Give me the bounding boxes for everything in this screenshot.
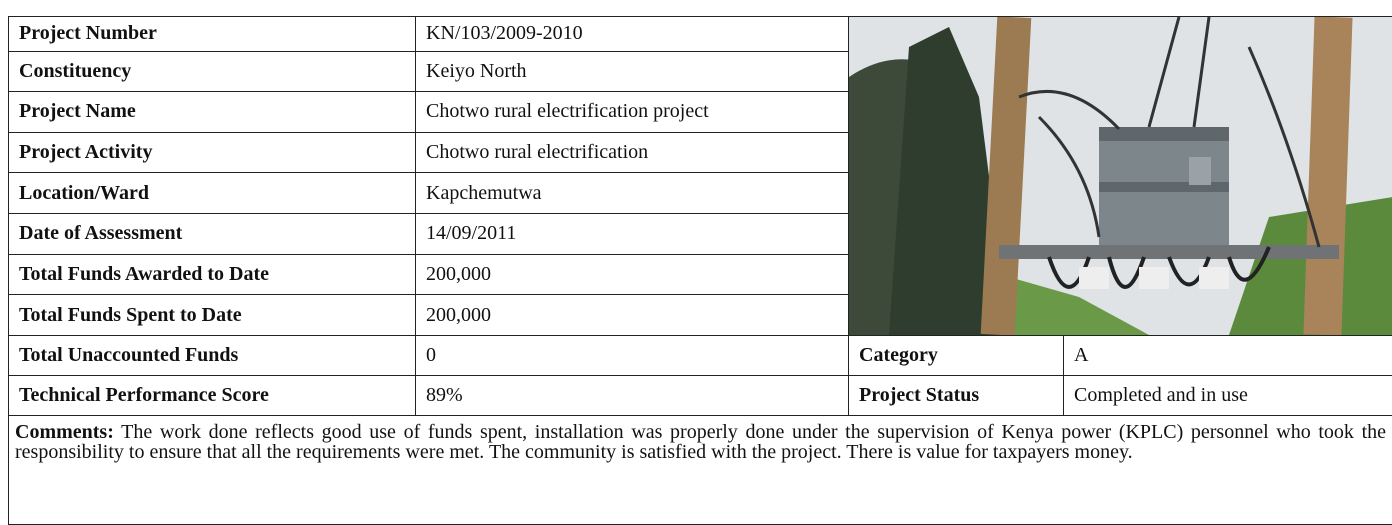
comments-text: The work done reflects good use of funds…	[15, 421, 1386, 463]
field-label: Constituency	[9, 51, 416, 92]
field-label: Technical Performance Score	[9, 376, 416, 416]
field-label: Total Funds Spent to Date	[9, 295, 416, 336]
field-value: Keiyo North	[416, 51, 849, 92]
field-value: KN/103/2009-2010	[416, 17, 849, 52]
field-label: Project Number	[9, 17, 416, 52]
photo-cell	[849, 17, 1392, 336]
field-label: Total Funds Awarded to Date	[9, 254, 416, 295]
field-value: Completed and in use	[1064, 376, 1392, 416]
field-value: 200,000	[416, 254, 849, 295]
field-value: Chotwo rural electrification	[416, 132, 849, 173]
comments-cell: Comments: The work done reflects good us…	[9, 416, 1392, 525]
field-label: Project Status	[849, 376, 1064, 416]
field-label: Project Name	[9, 92, 416, 133]
field-value: Chotwo rural electrification project	[416, 92, 849, 133]
field-value: 89%	[416, 376, 849, 416]
field-value: 200,000	[416, 295, 849, 336]
field-label: Total Unaccounted Funds	[9, 336, 416, 376]
field-label: Location/Ward	[9, 173, 416, 214]
field-label: Category	[849, 336, 1064, 376]
photo	[849, 17, 1392, 335]
field-label: Date of Assessment	[9, 214, 416, 255]
comments-label: Comments:	[15, 421, 114, 443]
field-value: Kapchemutwa	[416, 173, 849, 214]
comments-row: Comments: The work done reflects good us…	[9, 416, 1392, 525]
field-label: Project Activity	[9, 132, 416, 173]
field-value: A	[1064, 336, 1392, 376]
field-value: 14/09/2011	[416, 214, 849, 255]
field-value: 0	[416, 336, 849, 376]
